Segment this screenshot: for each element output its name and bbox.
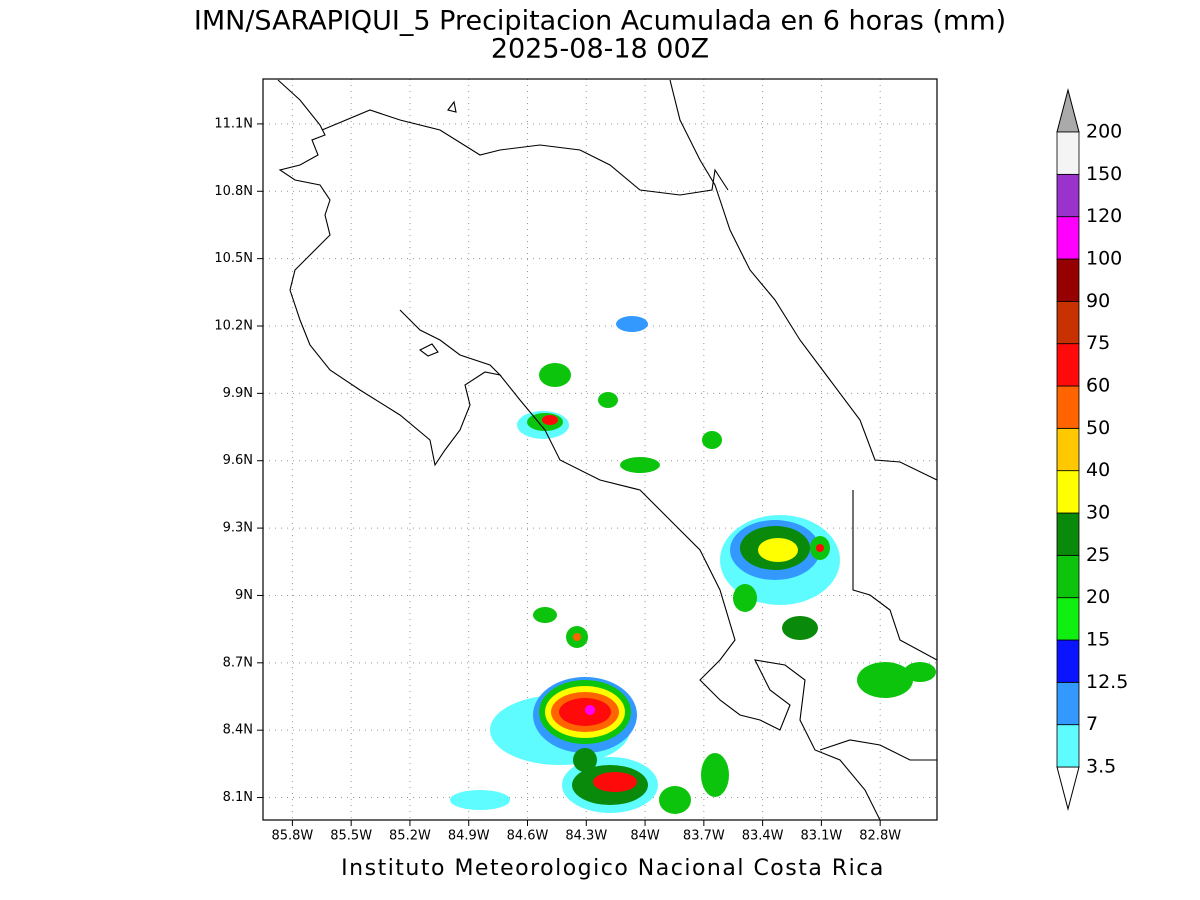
- y-tick-label: 9.6N: [223, 453, 253, 468]
- y-tick-label: 9.3N: [223, 521, 253, 536]
- colorbar-label: 3.5: [1086, 756, 1116, 778]
- x-tick-label: 85.5W: [330, 829, 372, 844]
- colorbar-segment: [1056, 554, 1080, 599]
- x-tick-label: 82.8W: [859, 829, 901, 844]
- colorbar-segment: [1056, 258, 1080, 302]
- colorbar-segment: [1056, 470, 1080, 514]
- colorbar-label: 200: [1086, 121, 1122, 143]
- y-tick-label: 9N: [235, 588, 253, 603]
- colorbar-label: 30: [1086, 502, 1110, 524]
- x-tick-label: 83.4W: [742, 829, 784, 844]
- colorbar-segment: [1056, 385, 1080, 429]
- colorbar-segment: [1056, 343, 1080, 387]
- colorbar-label: 50: [1086, 417, 1110, 439]
- colorbar-label: 120: [1086, 205, 1122, 227]
- x-tick-label: 83.1W: [800, 829, 842, 844]
- y-tick-label: 8.7N: [223, 655, 253, 670]
- x-tick-label: 85.2W: [389, 829, 431, 844]
- map-frame: [262, 78, 938, 821]
- colorbar-segment: [1056, 512, 1080, 556]
- y-tick-label: 11.1N: [214, 116, 253, 131]
- colorbar-label: 150: [1086, 163, 1122, 185]
- colorbar-segment: [1056, 173, 1080, 218]
- colorbar-segment: [1056, 681, 1080, 726]
- colorbar-label: 60: [1086, 375, 1110, 397]
- x-tick-label: 84.6W: [507, 829, 549, 844]
- subtitle: 2025-08-18 00Z: [491, 34, 709, 65]
- colorbar-label: 25: [1086, 544, 1110, 566]
- coastlines: [277, 79, 937, 820]
- colorbar-label: 7: [1086, 713, 1098, 735]
- x-tick-label: 84W: [630, 829, 660, 844]
- colorbar-label: 12.5: [1086, 671, 1128, 693]
- y-tick-label: 10.5N: [214, 251, 253, 266]
- y-tick-label: 10.8N: [214, 184, 253, 199]
- colorbar-segment: [1056, 639, 1080, 683]
- y-tick-label: 10.2N: [214, 319, 253, 334]
- colorbar-label: 20: [1086, 586, 1110, 608]
- colorbar-label: 40: [1086, 459, 1110, 481]
- colorbar-segment: [1056, 216, 1080, 260]
- y-tick-label: 8.4N: [223, 723, 253, 738]
- y-tick-label: 8.1N: [223, 790, 253, 805]
- x-tick-label: 85.8W: [271, 829, 313, 844]
- colorbar-under: [1056, 766, 1080, 811]
- footer: Instituto Meteorologico Nacional Costa R…: [341, 856, 885, 881]
- colorbar-over: [1056, 88, 1080, 133]
- colorbar-label: 90: [1086, 290, 1110, 312]
- y-tick-label: 9.9N: [223, 386, 253, 401]
- x-tick-label: 83.7W: [683, 829, 725, 844]
- x-tick-label: 84.9W: [448, 829, 490, 844]
- colorbar-segment: [1056, 597, 1080, 641]
- colorbar-segment: [1056, 427, 1080, 472]
- colorbar-segment: [1056, 131, 1080, 175]
- colorbar-label: 15: [1086, 629, 1110, 651]
- x-tick-label: 84.3W: [565, 829, 607, 844]
- title: IMN/SARAPIQUI_5 Precipitacion Acumulada …: [194, 6, 1006, 37]
- precip-fields: [450, 316, 936, 814]
- colorbar: 3.5 7 12.5 15 20 25 30 40 50 60 75 90 100 120 150 200: [1056, 88, 1128, 811]
- colorbar-label: 100: [1086, 248, 1122, 270]
- colorbar-label: 75: [1086, 332, 1110, 354]
- colorbar-segment: [1056, 724, 1080, 768]
- colorbar-segment: [1056, 300, 1080, 345]
